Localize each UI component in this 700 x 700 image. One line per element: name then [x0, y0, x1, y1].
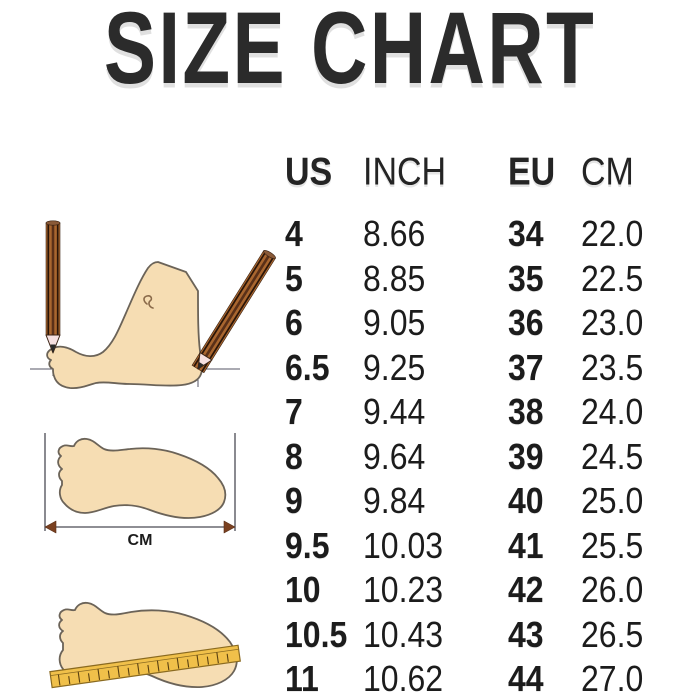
- svg-text:CM: CM: [128, 532, 153, 549]
